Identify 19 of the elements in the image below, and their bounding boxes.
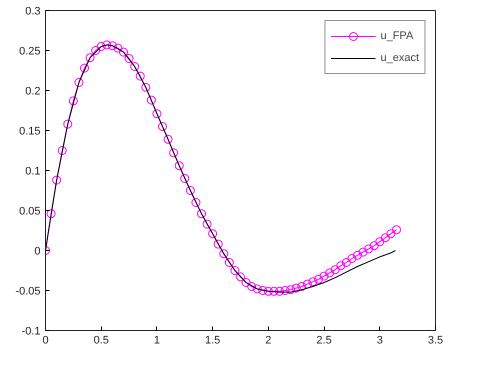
x-tick-label: 1.5 (204, 334, 220, 346)
y-tick-label: -0.1 (22, 326, 41, 338)
y-tick-label: 0.1 (25, 166, 41, 178)
y-tick-label: -0.05 (15, 286, 41, 298)
x-tick-label: 1 (154, 334, 160, 346)
y-tick-label: 0.3 (25, 6, 41, 18)
x-tick-label: 2.5 (316, 334, 332, 346)
x-tick-label: 3 (376, 334, 383, 346)
x-tick-label: 3.5 (428, 334, 444, 346)
y-tick-label: 0 (34, 246, 41, 258)
x-tick-label: 0.5 (94, 334, 109, 346)
legend-label: u_FPA (380, 30, 414, 42)
y-tick-label: 0.2 (25, 86, 41, 98)
y-tick-label: 0.15 (19, 126, 41, 138)
x-tick-label: 2 (265, 334, 272, 346)
y-tick-label: 0.05 (19, 206, 41, 218)
legend-label: u_exact (380, 52, 419, 64)
y-tick-label: 0.25 (19, 46, 41, 58)
x-tick-label: 0 (42, 334, 49, 346)
